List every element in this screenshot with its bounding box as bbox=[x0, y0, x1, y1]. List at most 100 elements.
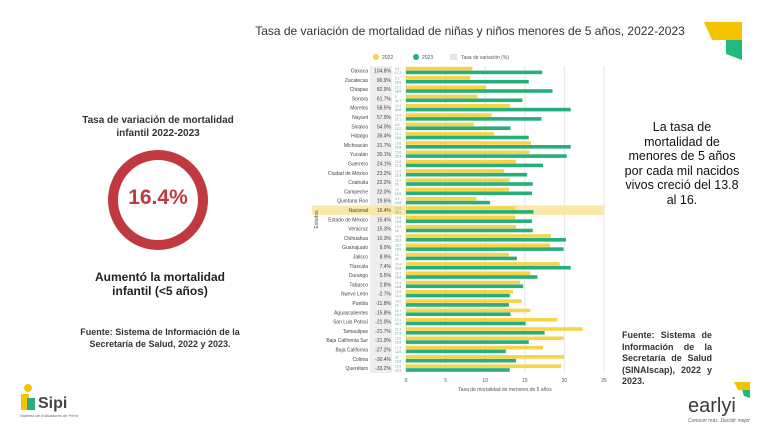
category-label: Coahuila bbox=[348, 180, 368, 186]
bar-2022 bbox=[406, 85, 486, 89]
bar-2023 bbox=[406, 117, 542, 121]
left-panel-title: Tasa de variación de mortalidad infantil… bbox=[82, 115, 234, 139]
variation-label: 31.7% bbox=[377, 143, 392, 149]
bar-2022 bbox=[406, 262, 560, 266]
bar-2023 bbox=[406, 98, 523, 103]
x-tick-label: 25 bbox=[601, 378, 607, 384]
category-label: Baja California Sur bbox=[326, 338, 368, 344]
x-tick-label: 20 bbox=[562, 378, 568, 384]
bar-2022 bbox=[406, 159, 517, 164]
bar-2022 bbox=[406, 364, 562, 368]
bar-2023 bbox=[406, 107, 571, 112]
value-label-2023: 17.2 bbox=[395, 71, 401, 75]
legend-2022-label: 2022 bbox=[382, 55, 393, 61]
variation-label: 8.9% bbox=[380, 255, 392, 261]
value-label-2023: 13.1 bbox=[395, 294, 401, 298]
bar-2022 bbox=[406, 113, 492, 117]
bar-2022 bbox=[406, 271, 531, 275]
value-label-2023: 16 bbox=[395, 183, 399, 187]
category-label: Ciudad de México bbox=[328, 171, 368, 177]
value-label-2023: 19.9 bbox=[395, 248, 401, 252]
value-label-2022: 8.1 bbox=[395, 76, 400, 80]
variation-label: 90.9% bbox=[377, 78, 392, 84]
legend-2022-swatch bbox=[373, 54, 379, 60]
value-label-2022: 13 bbox=[395, 188, 399, 192]
bar-2022 bbox=[406, 317, 558, 322]
value-label-2022: 13.9 bbox=[395, 160, 401, 164]
bar-2022 bbox=[406, 197, 477, 201]
category-label: Chiapas bbox=[350, 87, 369, 93]
x-tick-label: 0 bbox=[405, 378, 408, 384]
bar-2022 bbox=[406, 131, 494, 136]
variation-label: 7.4% bbox=[380, 264, 392, 270]
bar-2022 bbox=[406, 308, 531, 313]
earlyi-logo: earlyi Conocer más. Decidir mejor. bbox=[686, 382, 756, 429]
value-label-2022: 19.1 bbox=[395, 318, 401, 322]
bar-2023 bbox=[406, 182, 533, 186]
value-label-2023: 20.3 bbox=[395, 155, 401, 159]
bar-2022 bbox=[406, 280, 521, 285]
category-label: San Luis Potosí bbox=[333, 320, 369, 326]
bar-2023 bbox=[406, 163, 544, 168]
variation-label: 5.5% bbox=[380, 273, 392, 279]
bar-2022 bbox=[406, 104, 510, 108]
value-label-2022: 10.1 bbox=[395, 86, 401, 90]
variation-label: 24.1% bbox=[377, 162, 392, 168]
variation-label: -21.0% bbox=[375, 320, 391, 326]
bar-2023 bbox=[406, 79, 529, 84]
category-label: Quintana Roo bbox=[337, 199, 368, 205]
variation-label: 15.3% bbox=[377, 227, 392, 233]
bar-2023 bbox=[406, 265, 571, 270]
value-label-2023: 14.7 bbox=[395, 99, 401, 103]
x-tick-label: 15 bbox=[522, 378, 528, 384]
variation-label: 10.3% bbox=[377, 236, 392, 242]
value-label-2023: 20.8 bbox=[395, 145, 401, 149]
bar-2022 bbox=[406, 76, 471, 80]
bar-2023 bbox=[406, 312, 511, 316]
category-label: Puebla bbox=[352, 301, 368, 307]
bar-2023 bbox=[406, 340, 529, 344]
variation-label: 9.0% bbox=[380, 245, 392, 251]
legend-variation-label: Tasa de variación (%) bbox=[461, 55, 509, 61]
bar-2022 bbox=[406, 299, 522, 303]
value-label-2022: 20 bbox=[395, 355, 399, 359]
category-label: Sinaloa bbox=[351, 124, 368, 130]
bar-2023 bbox=[406, 247, 564, 251]
brand-corner-icon bbox=[704, 22, 742, 60]
value-label-2022: 13.1 bbox=[395, 179, 401, 183]
x-axis-label: Tasa de mortalidad de menores de 5 años bbox=[458, 387, 552, 393]
value-label-2022: 13.9 bbox=[395, 225, 401, 229]
category-label: Tlaxcala bbox=[349, 264, 368, 270]
category-label: Morelos bbox=[350, 106, 368, 112]
value-label-2022: 15.7 bbox=[395, 272, 401, 276]
variation-label: 82.9% bbox=[377, 87, 392, 93]
value-label-2023: 13.1 bbox=[395, 369, 401, 373]
value-label-2023: 17.5 bbox=[395, 331, 401, 335]
bar-2023 bbox=[406, 284, 524, 289]
variation-label: 30.1% bbox=[377, 152, 392, 158]
variation-label: -30.4% bbox=[375, 357, 391, 363]
category-label: Guanajuato bbox=[342, 245, 368, 251]
sipi-logo: Sipi Sistema de Indicadores de Primera I… bbox=[18, 382, 98, 425]
variation-label: -27.2% bbox=[375, 348, 391, 354]
bar-2023 bbox=[406, 145, 571, 149]
bar-2023 bbox=[406, 200, 490, 205]
value-label-2022: 15.8 bbox=[395, 141, 401, 145]
legend-variation-swatch bbox=[450, 54, 457, 60]
bar-2023 bbox=[406, 191, 532, 196]
value-label-2023: 17.1 bbox=[395, 118, 401, 122]
bar-2022 bbox=[406, 66, 473, 71]
variation-label: 104.8% bbox=[374, 69, 392, 75]
value-label-2022: 13.8 bbox=[395, 207, 401, 211]
variation-label: 54.0% bbox=[377, 124, 392, 130]
value-label-2023: 15.5 bbox=[395, 136, 401, 140]
category-label: Aguascalientes bbox=[334, 310, 368, 316]
value-label-2023: 12.6 bbox=[395, 350, 401, 354]
value-label-2022: 17.3 bbox=[395, 346, 401, 350]
page-title: Tasa de variación de mortalidad de niñas… bbox=[255, 24, 685, 38]
variation-label: -21.7% bbox=[375, 329, 391, 335]
value-label-2023: 17.3 bbox=[395, 164, 401, 168]
x-tick-label: 5 bbox=[444, 378, 447, 384]
category-label: Michoacán bbox=[344, 143, 368, 149]
bar-2023 bbox=[406, 154, 567, 158]
